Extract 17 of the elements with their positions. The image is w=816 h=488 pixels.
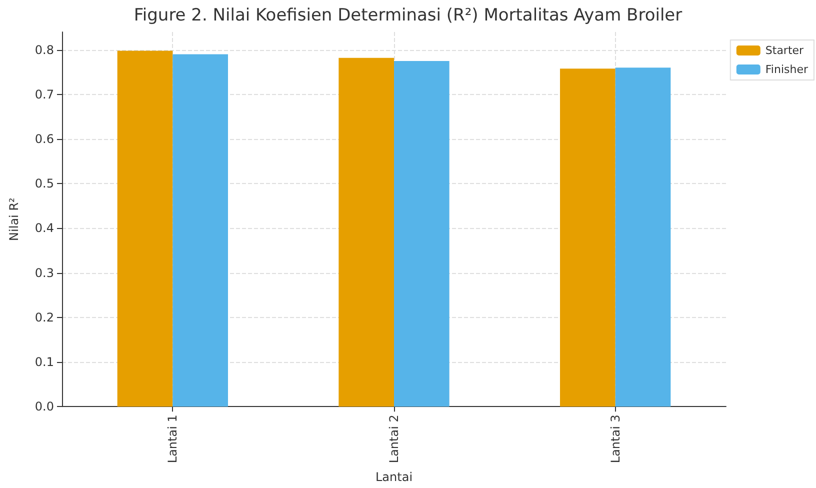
y-tick-label: 0.1 — [34, 355, 54, 370]
y-tick-label: 0.8 — [34, 42, 54, 57]
y-tick-label: 0.2 — [34, 310, 54, 324]
y-tick-label: 0.6 — [34, 132, 54, 146]
x-tick-label: Lantai 1 — [166, 414, 180, 464]
y-tick-label: 0.4 — [34, 221, 54, 236]
legend-label: Finisher — [765, 63, 808, 76]
x-tick-label: Lantai 3 — [608, 414, 622, 464]
y-axis-title: Nilai R² — [7, 197, 21, 241]
y-tick-label: 0.7 — [34, 87, 54, 102]
y-tick-label: 0.3 — [34, 266, 54, 280]
legend-label: Starter — [765, 44, 804, 57]
x-tick-label: Lantai 2 — [387, 414, 401, 464]
y-tick-label: 0.5 — [34, 176, 54, 191]
x-axis-title: Lantai — [375, 470, 413, 484]
y-tick-label: 0.0 — [34, 400, 54, 414]
chart-title: Figure 2. Nilai Koefisien Determinasi (R²) Mortalitas Ayam Broiler — [134, 6, 682, 26]
